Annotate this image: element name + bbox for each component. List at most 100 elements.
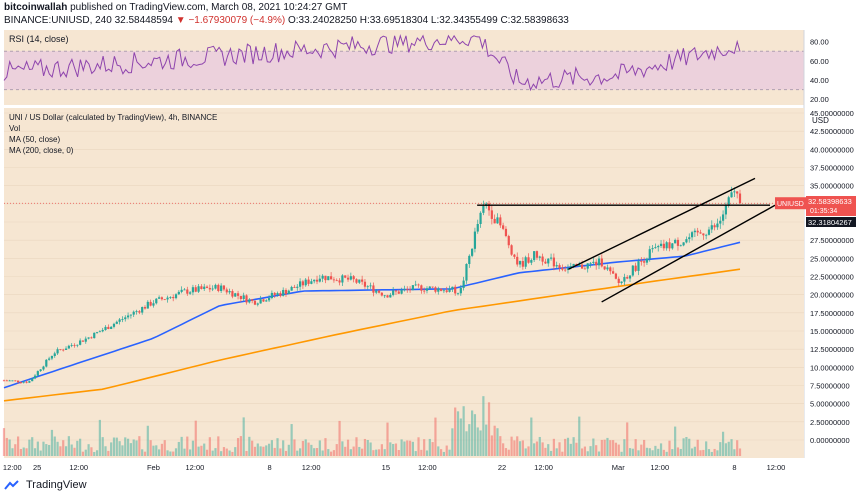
candle-body — [578, 264, 581, 267]
candle-body — [48, 358, 51, 360]
candle-body — [231, 291, 234, 297]
candle-body — [2, 380, 6, 382]
candle-body — [366, 286, 369, 288]
volume-bar — [578, 416, 581, 456]
candle-body — [595, 261, 598, 266]
volume-bar — [42, 441, 45, 456]
volume-bar — [465, 431, 468, 456]
candle-body — [533, 251, 536, 261]
candle-body — [648, 249, 651, 259]
candle-body — [53, 353, 56, 356]
candle-body — [420, 285, 423, 291]
volume-bar — [172, 451, 175, 456]
volume-bar — [59, 446, 62, 456]
symbol-line: BINANCE:UNIUSD, 240 — [4, 15, 112, 26]
volume-bar — [276, 438, 279, 456]
time-axis-bg — [0, 458, 860, 476]
volume-bar — [363, 438, 367, 456]
candle-body — [163, 299, 166, 301]
volume-bar — [459, 418, 462, 456]
time-tick-label: 12:00 — [69, 463, 88, 472]
volume-bar — [716, 450, 719, 456]
volume-bar — [516, 436, 519, 456]
volume-bar — [310, 444, 313, 456]
candle-body — [685, 239, 688, 243]
candle-body — [361, 279, 364, 282]
candle-body — [296, 286, 299, 288]
candle-body — [155, 298, 158, 304]
candle-body — [349, 276, 352, 280]
candle-body — [657, 246, 660, 248]
volume-bar — [707, 449, 711, 456]
candle-body — [724, 204, 728, 215]
candle-body — [70, 345, 73, 346]
volume-bar — [699, 450, 702, 456]
volume-bar — [518, 441, 522, 456]
candle-body — [126, 315, 130, 318]
candle-body — [157, 297, 161, 299]
candle-body — [307, 279, 310, 284]
time-tick-label: 15 — [382, 463, 390, 472]
volume-bar — [417, 437, 420, 456]
candle-body — [313, 279, 316, 282]
volume-bar — [490, 435, 493, 456]
volume-bar — [67, 436, 70, 456]
volume-bar — [527, 446, 530, 456]
open-value: O:33.24028250 — [288, 15, 357, 26]
candle-body — [564, 269, 567, 271]
volume-bar — [341, 441, 344, 456]
candle-body — [121, 319, 124, 320]
candle-body — [417, 284, 420, 286]
candle-body — [580, 264, 584, 269]
candle-body — [282, 289, 285, 296]
candle-body — [8, 380, 11, 382]
volume-bar — [389, 442, 392, 456]
candle-body — [555, 265, 558, 267]
candle-body — [448, 288, 451, 292]
volume-bar — [487, 402, 491, 456]
candle-body — [651, 248, 654, 250]
volume-bar — [688, 438, 691, 456]
volume-bar — [690, 448, 694, 456]
price-tick-label: 45.00000000 — [810, 109, 854, 118]
published-text: published on TradingView.com, March 08, … — [70, 2, 348, 13]
candle-body — [183, 289, 186, 291]
volume-bar — [524, 448, 527, 456]
candle-body — [327, 276, 330, 281]
candle-body — [152, 303, 155, 306]
volume-bar — [138, 436, 141, 456]
candle-body — [28, 381, 31, 383]
candle-body — [631, 265, 634, 276]
volume-bar — [713, 448, 716, 456]
volume-bar — [397, 450, 400, 456]
candle-body — [589, 262, 592, 264]
candle-body — [403, 289, 406, 291]
volume-bar — [406, 440, 409, 456]
candle-body — [377, 290, 381, 293]
volume-bar — [674, 426, 677, 456]
candle-body — [177, 291, 180, 295]
volume-bar — [597, 451, 601, 456]
volume-bar — [118, 441, 121, 456]
candle-body — [679, 245, 682, 247]
candle-body — [31, 378, 34, 382]
change-arrow: ▼ — [175, 15, 186, 26]
volume-bar — [473, 414, 477, 456]
volume-bar — [372, 450, 375, 456]
channel-upper-line[interactable] — [568, 177, 756, 270]
volume-bar — [19, 448, 23, 456]
volume-bar — [456, 411, 460, 456]
candle-body — [473, 231, 477, 249]
volume-bar — [166, 450, 169, 456]
volume-bar — [705, 441, 708, 456]
volume-bar — [98, 419, 101, 456]
candle-body — [363, 281, 367, 287]
volume-bar — [431, 442, 434, 456]
volume-bar — [727, 441, 730, 456]
candle-body — [425, 288, 429, 291]
candle-body — [535, 251, 539, 258]
volume-bar — [205, 449, 209, 456]
price-tick-label: 22.50000000 — [810, 273, 854, 282]
channel-lower-line[interactable] — [601, 204, 776, 303]
candle-body — [671, 243, 674, 249]
